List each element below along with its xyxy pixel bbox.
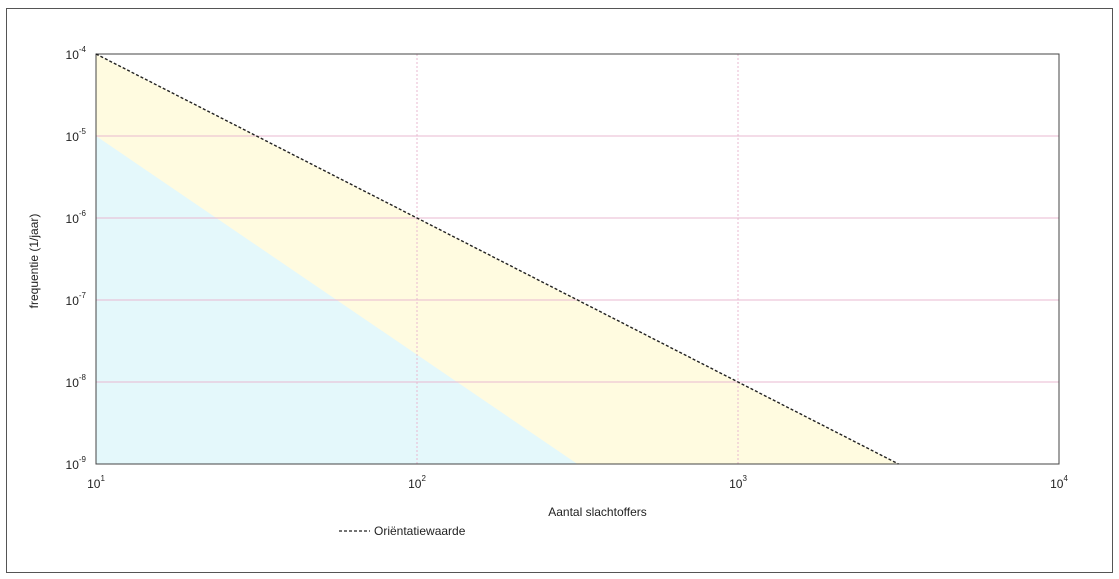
y-tick-label: 10-9 (66, 455, 87, 472)
y-tick-label: 10-4 (66, 45, 87, 62)
series-layer (95, 53, 899, 465)
y-tick-label: 10-6 (66, 209, 87, 226)
plot-area-border (95, 53, 1060, 465)
x-tick-label: 103 (729, 474, 747, 491)
series-line-0 (95, 53, 899, 465)
x-axis-title: Aantal slachtoffers (548, 505, 647, 519)
grid-lines (96, 54, 1059, 464)
x-tick-labels: 101 102 103 104 (87, 474, 1068, 491)
x-tick-label: 101 (87, 474, 105, 491)
y-axis-title: frequentie (1/jaar) (27, 214, 41, 309)
legend-label-orientatiewaarde: Oriëntatiewaarde (374, 524, 466, 538)
legend: Oriëntatiewaarde (339, 524, 466, 538)
x-tick-label: 102 (408, 474, 426, 491)
y-tick-label: 10-5 (66, 127, 87, 144)
y-tick-label: 10-8 (66, 373, 87, 390)
y-tick-labels: 10-4 10-5 10-6 10-7 10-8 10-9 (66, 45, 87, 472)
x-tick-label: 104 (1050, 474, 1068, 491)
y-tick-label: 10-7 (66, 291, 87, 308)
